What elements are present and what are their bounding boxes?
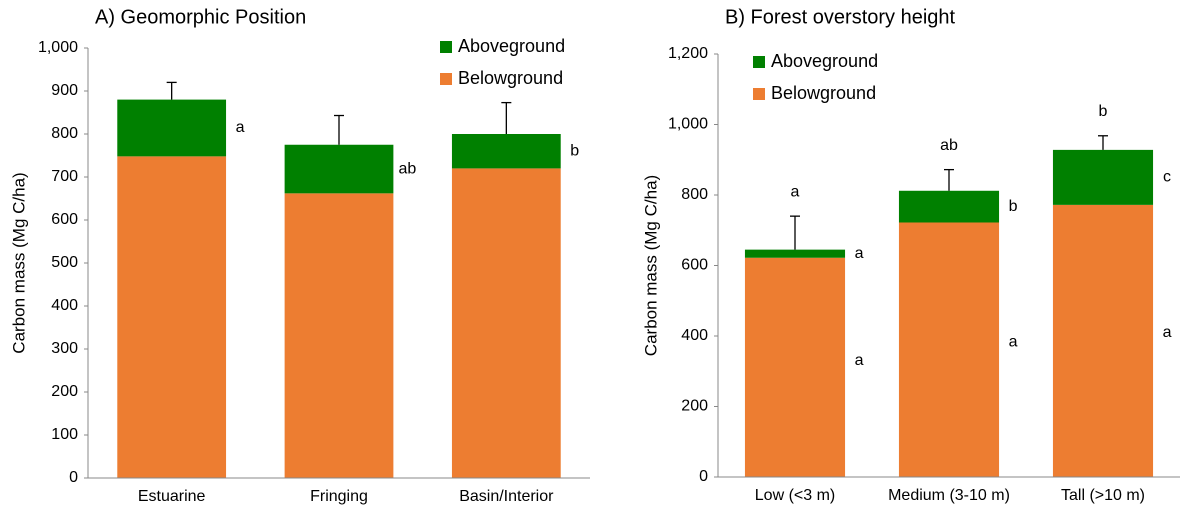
x-tick-label: Estuarine [138, 488, 206, 505]
y-tick-label: 700 [51, 168, 78, 185]
bar-segment [898, 222, 1000, 477]
error-letter: ab [940, 137, 958, 154]
y-tick-label: 300 [51, 340, 78, 357]
bar-segment [1052, 204, 1154, 477]
legend-swatch [440, 41, 452, 53]
legend-label: Aboveground [458, 36, 565, 56]
x-tick-label: Tall (>10 m) [1061, 487, 1145, 504]
y-tick-label: 400 [51, 297, 78, 314]
y-tick-label: 800 [681, 186, 708, 203]
legend-swatch [753, 56, 765, 68]
bar-segment [744, 257, 846, 477]
bar-segment [284, 144, 394, 194]
y-axis-title: Carbon mass (Mg C/ha) [641, 175, 660, 356]
x-tick-label: Medium (3-10 m) [888, 487, 1010, 504]
bar-segment [744, 249, 846, 258]
significance-letter: a [1009, 333, 1018, 350]
legend-label: Belowground [458, 68, 563, 88]
y-tick-label: 0 [699, 468, 708, 485]
significance-letter: a [236, 119, 245, 136]
significance-letter: a [855, 352, 864, 369]
legend-swatch [440, 73, 452, 85]
x-tick-label: Basin/Interior [459, 488, 554, 505]
significance-letter: a [855, 245, 864, 262]
legend-label: Aboveground [771, 51, 878, 71]
bar-segment [451, 134, 561, 169]
bar-segment [898, 190, 1000, 223]
y-tick-label: 100 [51, 426, 78, 443]
y-tick-label: 400 [681, 327, 708, 344]
bar-segment [1052, 149, 1154, 205]
bar-segment [117, 99, 227, 157]
chart-title: B) Forest overstory height [725, 6, 956, 28]
y-tick-label: 200 [681, 398, 708, 415]
y-axis-title: Carbon mass (Mg C/ha) [9, 172, 28, 353]
bar-segment [117, 156, 227, 479]
significance-letter: b [570, 142, 579, 159]
legend-label: Belowground [771, 83, 876, 103]
error-letter: b [1099, 103, 1108, 120]
y-tick-label: 900 [51, 82, 78, 99]
bar-segment [451, 168, 561, 478]
x-tick-label: Fringing [310, 488, 368, 505]
bar-segment [284, 193, 394, 478]
y-tick-label: 1,200 [668, 45, 708, 62]
y-tick-label: 1,000 [668, 116, 708, 133]
y-tick-label: 600 [681, 257, 708, 274]
chart-title: A) Geomorphic Position [95, 6, 306, 28]
y-tick-label: 600 [51, 211, 78, 228]
significance-letter: ab [398, 160, 416, 177]
significance-letter: a [1163, 324, 1172, 341]
error-letter: a [791, 183, 800, 200]
y-tick-label: 0 [69, 469, 78, 486]
y-tick-label: 200 [51, 383, 78, 400]
y-tick-label: 500 [51, 254, 78, 271]
y-tick-label: 800 [51, 125, 78, 142]
significance-letter: b [1009, 198, 1018, 215]
significance-letter: c [1163, 169, 1171, 186]
y-tick-label: 1,000 [38, 39, 78, 56]
x-tick-label: Low (<3 m) [755, 487, 835, 504]
legend-swatch [753, 88, 765, 100]
